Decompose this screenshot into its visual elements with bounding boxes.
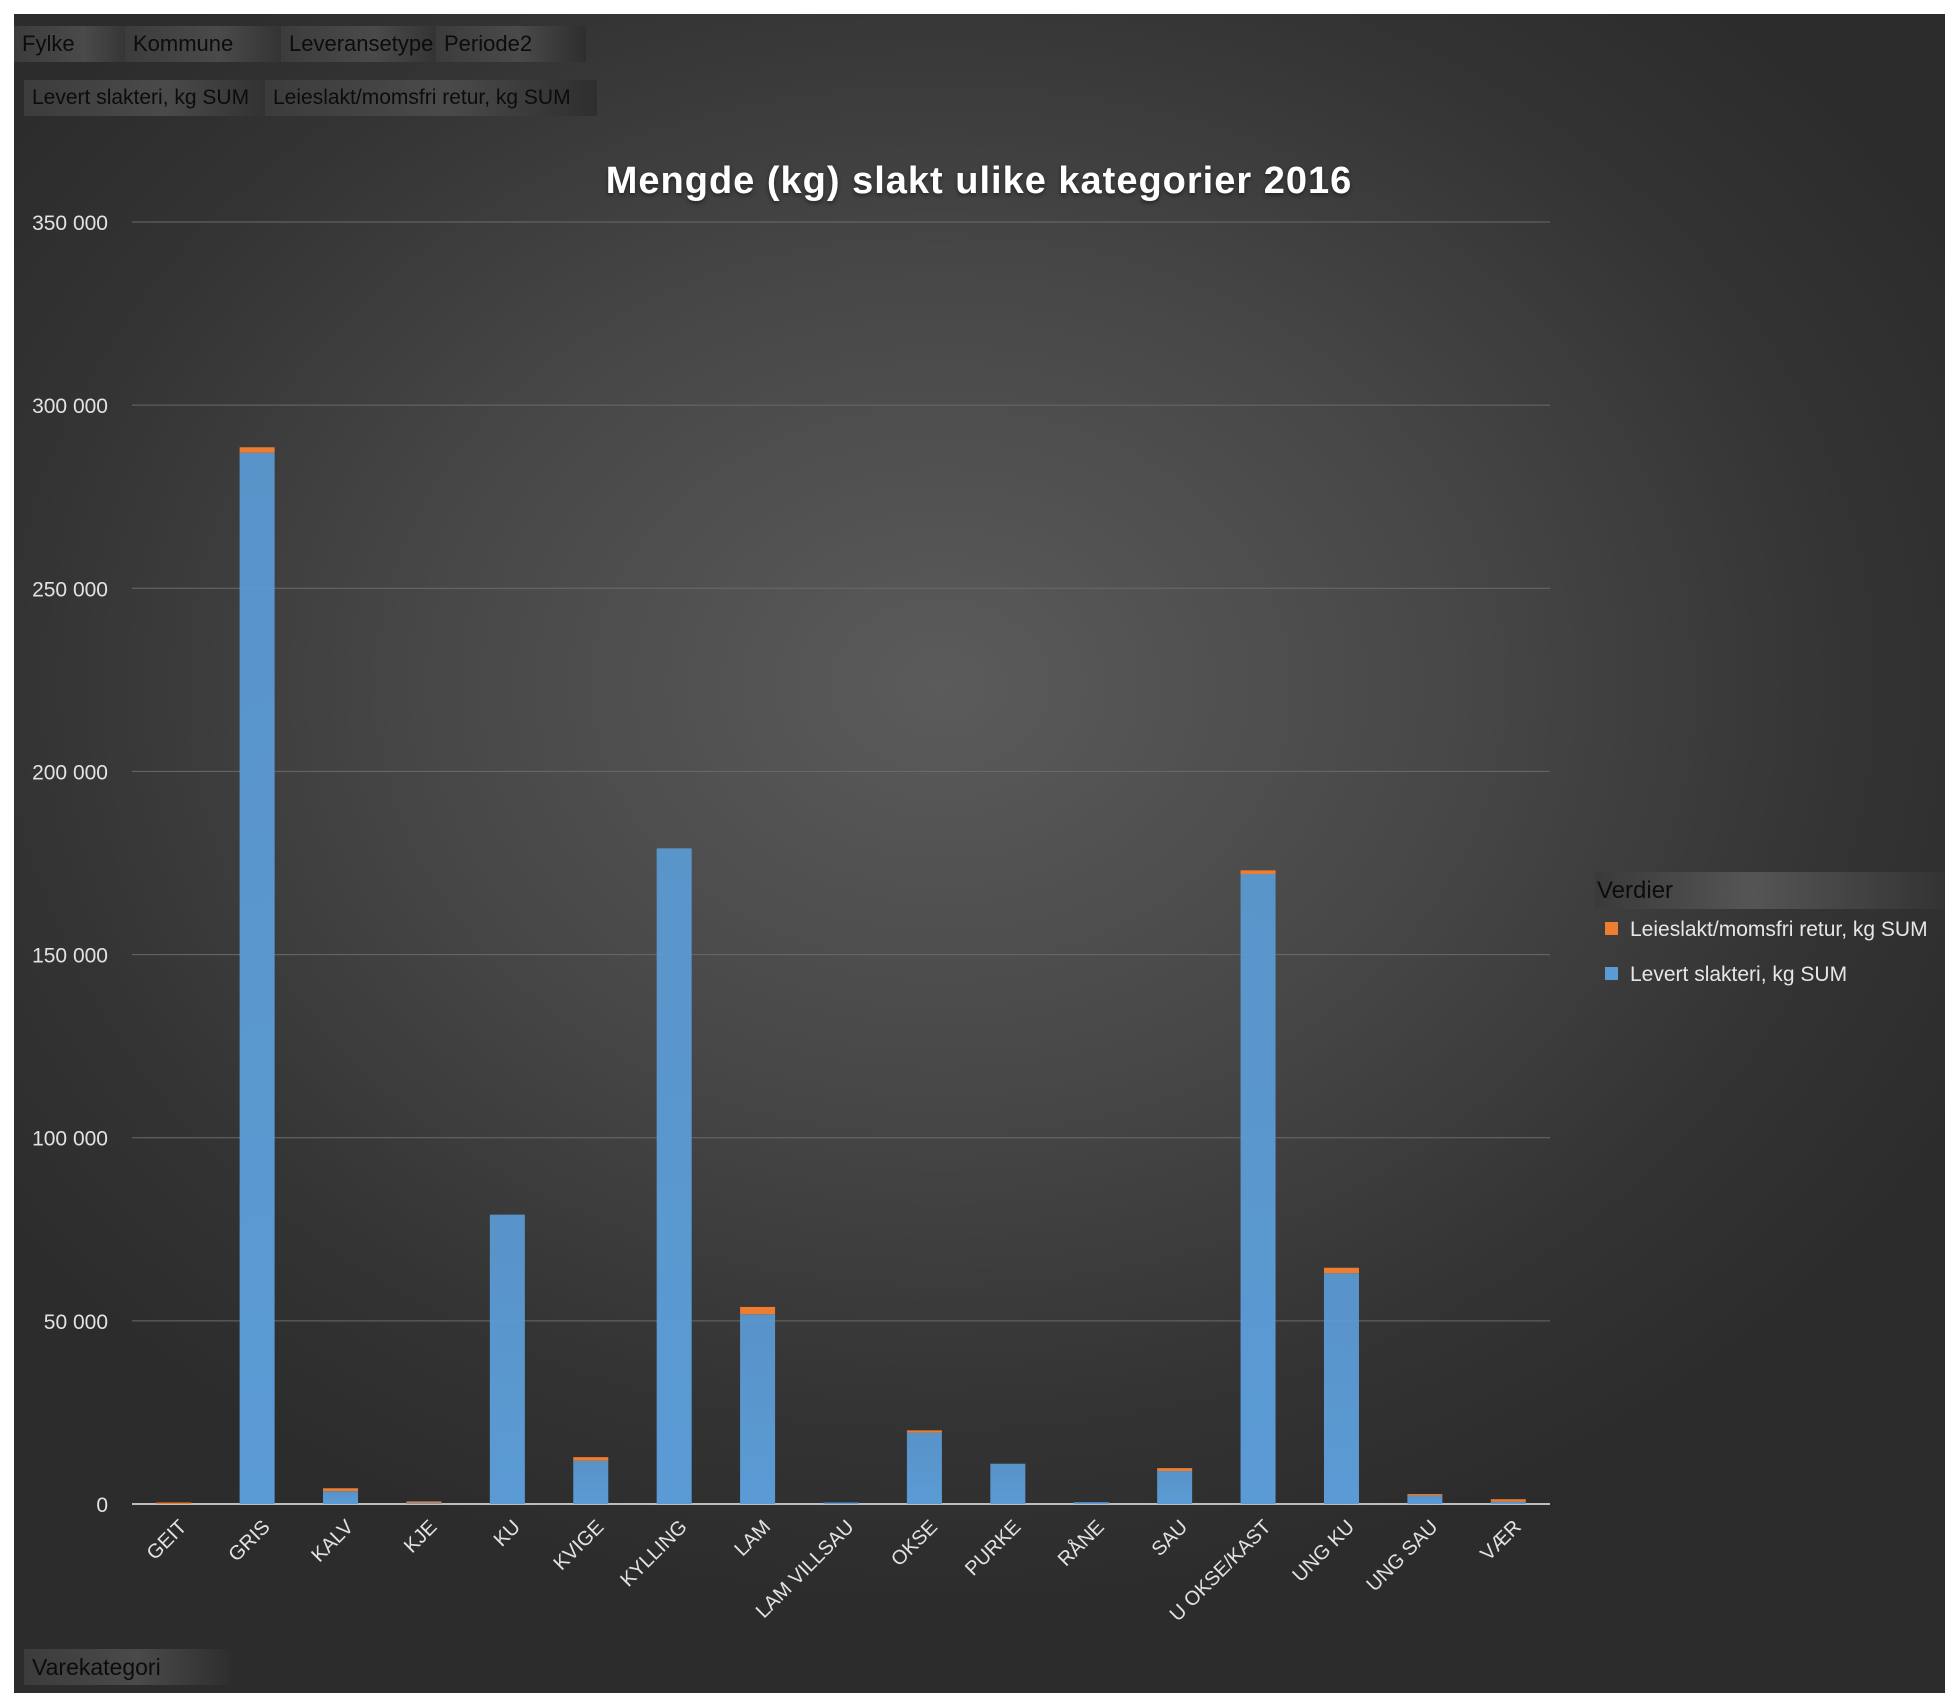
x-tick-label: VÆR xyxy=(1476,1516,1525,1565)
axis-field-button-varekategori[interactable]: Varekategori xyxy=(24,1649,231,1685)
bar-levert xyxy=(239,452,275,1504)
x-tick-label: KU xyxy=(490,1516,525,1551)
bar-leieslakt xyxy=(156,1502,192,1504)
bar-levert xyxy=(823,1502,859,1504)
x-tick-label: KVIGE xyxy=(550,1516,609,1575)
y-axis-ticks: 0 50 000 100 000 150 000 200 000 250 000 300 0… xyxy=(32,212,108,1517)
y-tick-label: 200 000 xyxy=(32,761,108,784)
legend-swatch-leieslakt xyxy=(1605,921,1618,935)
bar-levert xyxy=(573,1460,609,1504)
bars xyxy=(156,447,1526,1504)
x-tick-label: GEIT xyxy=(143,1516,192,1565)
bar-levert xyxy=(489,1214,525,1504)
y-tick-label: 150 000 xyxy=(32,945,108,968)
legend: Verdier Leieslakt/momsfri retur, kg SUM … xyxy=(1595,872,1945,986)
filter-button-leveransetype[interactable]: Leveransetype xyxy=(281,26,452,62)
x-tick-label: KJE xyxy=(400,1516,441,1557)
x-tick-label: PURKE xyxy=(961,1516,1025,1580)
legend-label-levert: Levert slakteri, kg SUM xyxy=(1630,963,1848,986)
filter-button-kommune[interactable]: Kommune xyxy=(125,26,297,62)
legend-swatch-levert xyxy=(1605,966,1618,980)
bar-levert xyxy=(406,1502,442,1504)
bar-levert xyxy=(1490,1501,1526,1504)
bar-levert xyxy=(990,1463,1026,1504)
bar-leieslakt xyxy=(906,1430,942,1433)
bar-levert xyxy=(1073,1502,1109,1504)
bar-leieslakt xyxy=(1323,1267,1359,1274)
y-tick-label: 0 xyxy=(96,1494,108,1517)
chart-title: Mengde (kg) slakt ulike kategorier 2016 xyxy=(605,160,1353,202)
legend-item-leieslakt: Leieslakt/momsfri retur, kg SUM xyxy=(1605,918,1928,942)
bar-leieslakt xyxy=(573,1457,609,1461)
x-tick-label: SAU xyxy=(1148,1516,1193,1561)
x-tick-label: UNG SAU xyxy=(1362,1516,1442,1596)
bar-leieslakt xyxy=(740,1306,776,1315)
x-tick-label: UNG KU xyxy=(1288,1516,1359,1587)
y-tick-label: 300 000 xyxy=(32,395,108,418)
bar-levert xyxy=(1407,1495,1443,1504)
x-tick-label: KALV xyxy=(307,1516,358,1567)
x-tick-label: OKSE xyxy=(887,1516,942,1571)
x-tick-label: KYLLING xyxy=(616,1516,691,1591)
filter-button-fylke[interactable]: Fylke xyxy=(14,26,141,62)
plot-area: 0 50 000 100 000 150 000 200 000 250 000 300 0… xyxy=(32,212,1550,1626)
y-tick-label: 250 000 xyxy=(32,578,108,601)
legend-item-levert: Levert slakteri, kg SUM xyxy=(1605,963,1847,987)
bar-levert xyxy=(906,1432,942,1504)
bar-levert xyxy=(323,1491,359,1504)
bar-leieslakt xyxy=(323,1488,359,1492)
bar-leieslakt xyxy=(239,447,275,453)
filter-button-periode[interactable]: Periode2 xyxy=(436,26,586,62)
x-tick-label: RÅNE xyxy=(1053,1515,1109,1571)
y-tick-label: 350 000 xyxy=(32,212,108,235)
bar-leieslakt xyxy=(1157,1468,1193,1472)
pivot-chart: Fylke Kommune Leveransetype Periode2 Lev… xyxy=(14,14,1945,1693)
x-tick-label: LAM xyxy=(730,1516,775,1561)
bar-leieslakt xyxy=(1490,1499,1526,1502)
value-field-button-leieslakt[interactable]: Leieslakt/momsfri retur, kg SUM xyxy=(265,80,597,116)
bar-levert xyxy=(1323,1273,1359,1504)
bar-levert xyxy=(740,1314,776,1504)
y-tick-label: 50 000 xyxy=(44,1311,108,1334)
y-tick-label: 100 000 xyxy=(32,1128,108,1151)
value-field-button-levert[interactable]: Levert slakteri, kg SUM xyxy=(24,80,281,116)
bar-levert xyxy=(1240,873,1276,1504)
bar-leieslakt xyxy=(1407,1494,1443,1496)
legend-title: Verdier xyxy=(1595,872,1945,909)
bar-leieslakt xyxy=(1240,870,1276,874)
x-tick-label: GRIS xyxy=(225,1516,275,1566)
legend-label-leieslakt: Leieslakt/momsfri retur, kg SUM xyxy=(1630,918,1928,941)
bar-levert xyxy=(656,848,692,1504)
bar-leieslakt xyxy=(406,1501,442,1503)
bar-levert xyxy=(1157,1471,1193,1504)
